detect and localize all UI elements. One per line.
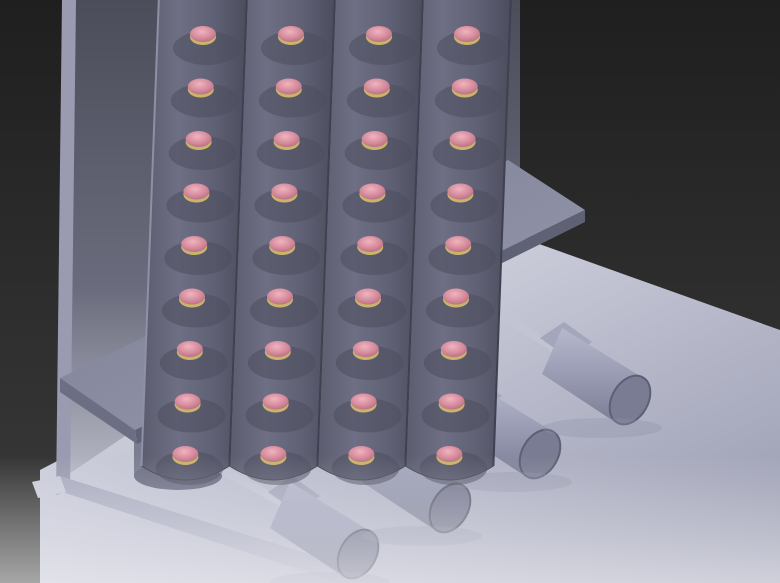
disc bbox=[445, 236, 472, 252]
disc-pocket bbox=[170, 83, 239, 118]
disc-pocket bbox=[344, 136, 413, 170]
disc bbox=[447, 183, 474, 200]
disc bbox=[185, 131, 212, 147]
disc bbox=[190, 26, 216, 42]
disc bbox=[359, 183, 386, 200]
disc-pocket bbox=[430, 188, 499, 223]
disc bbox=[278, 26, 304, 42]
disc-pocket bbox=[342, 188, 411, 223]
disc-pocket bbox=[428, 241, 497, 275]
disc bbox=[449, 131, 476, 147]
disc bbox=[187, 78, 214, 95]
disc-pocket bbox=[258, 83, 327, 118]
disc-pocket bbox=[164, 241, 233, 275]
disc bbox=[451, 78, 478, 95]
disc bbox=[181, 236, 208, 252]
disc bbox=[269, 236, 296, 252]
disc bbox=[271, 183, 298, 200]
disc-pocket bbox=[252, 241, 321, 275]
disc-pocket bbox=[432, 136, 501, 170]
disc-pocket bbox=[437, 31, 505, 65]
disc-pocket bbox=[168, 136, 237, 170]
disc bbox=[366, 26, 392, 42]
disc-pocket bbox=[261, 31, 329, 65]
disc bbox=[363, 78, 390, 95]
lighting-haze bbox=[0, 300, 780, 583]
disc-pocket bbox=[349, 31, 417, 65]
disc-pocket bbox=[434, 83, 503, 118]
disc-pocket bbox=[254, 188, 323, 223]
disc-pocket bbox=[346, 83, 415, 118]
disc bbox=[454, 26, 480, 42]
disc bbox=[273, 131, 300, 147]
disc bbox=[357, 236, 384, 252]
disc-pocket bbox=[173, 31, 241, 65]
disc-pocket bbox=[166, 188, 235, 223]
disc bbox=[275, 78, 302, 95]
disc bbox=[361, 131, 388, 147]
disc bbox=[183, 183, 210, 200]
disc-pocket bbox=[256, 136, 325, 170]
disc-pocket bbox=[340, 241, 409, 275]
